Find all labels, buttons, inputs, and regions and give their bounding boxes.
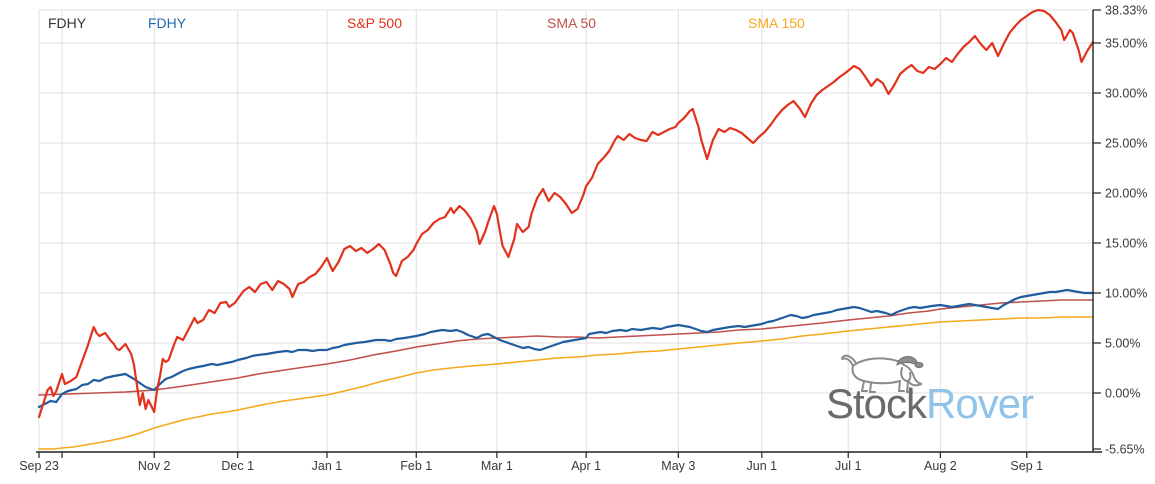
x-axis-label: Mar 1 xyxy=(481,459,513,473)
x-axis-label: Feb 1 xyxy=(400,459,432,473)
series-sma-50 xyxy=(38,299,1094,396)
wordmark-stock: Stock xyxy=(826,380,927,427)
x-axis-label: May 3 xyxy=(661,459,695,473)
chart-legend: FDHY FDHY S&P 500 SMA 50 SMA 150 xyxy=(0,0,1155,34)
y-axis-label: 5.00% xyxy=(1105,337,1140,351)
x-axis-label: Nov 2 xyxy=(138,459,171,473)
y-axis-label: 30.00% xyxy=(1105,87,1147,101)
series-sma-150 xyxy=(38,316,1094,450)
axes xyxy=(36,9,1102,458)
x-axis-label: Jul 1 xyxy=(835,459,861,473)
x-axis-label: Jan 1 xyxy=(312,459,343,473)
stockrover-wordmark: StockRover xyxy=(826,380,1034,428)
y-axis-label: -5.65% xyxy=(1105,443,1145,457)
y-axis-label: 25.00% xyxy=(1105,137,1147,151)
x-axis-label: Sep 23 xyxy=(19,459,59,473)
x-axis-label: Sep 1 xyxy=(1010,459,1043,473)
y-axis-label: 15.00% xyxy=(1105,237,1147,251)
y-axis-label: 35.00% xyxy=(1105,37,1147,51)
legend-item-fdhy[interactable]: FDHY xyxy=(148,15,187,31)
stockrover-watermark: StockRover xyxy=(824,346,1084,436)
legend-item-sma-50[interactable]: SMA 50 xyxy=(547,15,597,31)
grid xyxy=(38,9,1093,452)
legend-item-s-p-500[interactable]: S&P 500 xyxy=(347,15,403,31)
x-axis-label: Apr 1 xyxy=(571,459,601,473)
y-axis-label: 10.00% xyxy=(1105,287,1147,301)
y-axis-label: 0.00% xyxy=(1105,387,1140,401)
x-axis-label: Jun 1 xyxy=(747,459,778,473)
rover-dog-icon xyxy=(841,354,924,393)
x-axis-label: Aug 2 xyxy=(924,459,957,473)
y-axis-label: 38.33% xyxy=(1105,4,1147,18)
series-s-p-500 xyxy=(37,8,1095,419)
wordmark-rover: Rover xyxy=(926,380,1034,427)
legend-item-sma-150[interactable]: SMA 150 xyxy=(748,15,805,31)
series-fdhy xyxy=(37,288,1095,409)
axis-labels: Sep 23 Nov 2 Dec 1 Jan 1 Feb 1 Mar 1 Apr 1 May … xyxy=(19,4,1147,474)
x-axis-label: Dec 1 xyxy=(221,459,254,473)
y-axis-label: 20.00% xyxy=(1105,187,1147,201)
series-lines xyxy=(37,8,1095,450)
chart-title-ticker: FDHY xyxy=(48,15,87,31)
